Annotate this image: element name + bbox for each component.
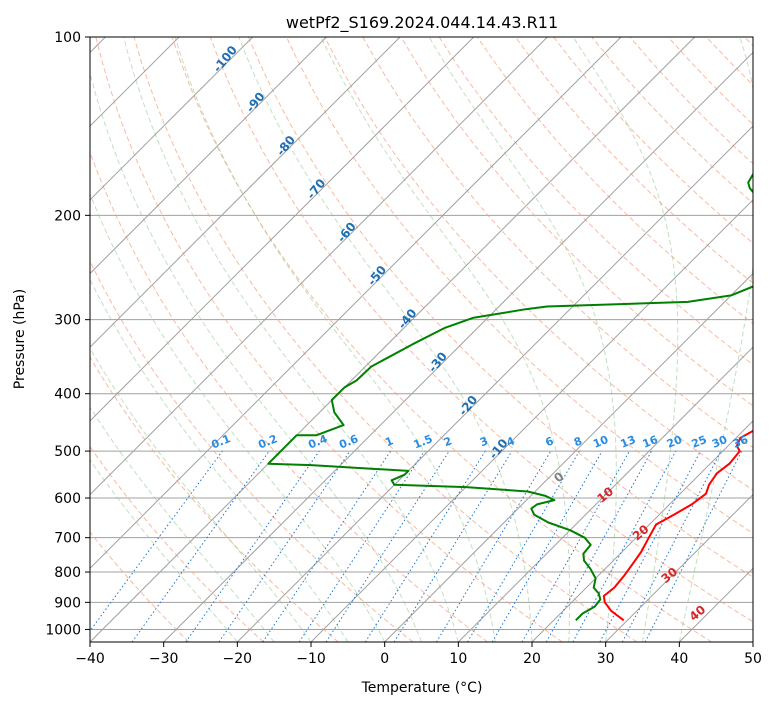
plot-area: 0.1 0.2 0.4 0.6 1 1.5 2 3 4 6 8 10 13 16 20 25 30 36-100-… bbox=[45, 30, 762, 667]
isotherm bbox=[457, 346, 753, 642]
y-tick-label: 700 bbox=[54, 531, 81, 547]
mixing-ratio-line bbox=[218, 450, 351, 642]
sounding-profiles bbox=[267, 172, 753, 622]
dry-adiabat bbox=[324, 37, 753, 491]
mixing-ratio-label: 13 bbox=[619, 433, 638, 451]
isotherm bbox=[162, 51, 753, 642]
dry-adiabat bbox=[171, 37, 712, 642]
mixing-ratio-label: 3 bbox=[478, 434, 490, 449]
x-tick-label: 20 bbox=[523, 651, 541, 667]
mixing-ratio-label: 8 bbox=[572, 434, 584, 449]
y-tick-label: 500 bbox=[54, 444, 81, 460]
dry-adiabat bbox=[90, 445, 264, 642]
isotherm bbox=[236, 125, 753, 642]
mixing-ratio-line bbox=[185, 450, 320, 642]
y-axis-ticks: 100 200 300 400 500 600 700 800 900 1000 bbox=[45, 30, 90, 638]
isotherm bbox=[90, 37, 549, 496]
dry-adiabat bbox=[90, 356, 339, 642]
y-tick-label: 400 bbox=[54, 387, 81, 403]
moist-adiabat bbox=[678, 37, 753, 642]
isotherm bbox=[90, 37, 254, 201]
plot-frame bbox=[89, 36, 754, 643]
isotherm bbox=[383, 272, 753, 642]
moist-adiabat bbox=[90, 192, 386, 642]
background-lines bbox=[90, 37, 753, 642]
mixing-ratio-line bbox=[491, 450, 603, 642]
x-axis-ticks: −40 −30 −20 −10 0 10 20 30 40 50 bbox=[75, 642, 762, 667]
dry-adiabat bbox=[90, 150, 488, 642]
moist-adiabat bbox=[90, 406, 275, 642]
x-tick-label: 40 bbox=[670, 651, 688, 667]
mixing-ratio-label: 30 bbox=[710, 433, 729, 451]
dry-adiabat bbox=[247, 37, 753, 578]
x-tick-label: −30 bbox=[149, 651, 179, 667]
x-tick-label: 10 bbox=[449, 651, 467, 667]
x-tick-label: −40 bbox=[75, 651, 105, 667]
mixing-ratio-label: 10 bbox=[591, 433, 610, 451]
isotherm bbox=[90, 37, 475, 422]
mixing-ratio-label: 2 bbox=[442, 434, 454, 449]
y-tick-label: 1000 bbox=[45, 622, 81, 638]
mixing-ratio-line bbox=[521, 450, 630, 642]
y-tick-label: 300 bbox=[54, 313, 81, 329]
mixing-ratio-line bbox=[435, 450, 552, 642]
mixing-ratio-line bbox=[393, 450, 513, 642]
dry-adiabat bbox=[400, 37, 753, 407]
dry-adiabat bbox=[438, 37, 753, 366]
y-tick-label: 200 bbox=[54, 208, 81, 224]
mixing-ratio-label: 16 bbox=[641, 433, 660, 451]
mixing-ratio-label: 36 bbox=[731, 433, 750, 451]
y-tick-label: 800 bbox=[54, 565, 81, 581]
mixing-ratio-label: 20 bbox=[665, 433, 684, 451]
temperature-profile-line bbox=[602, 429, 753, 622]
chart-title: wetPf2_S169.2024.044.14.43.R11 bbox=[286, 13, 558, 33]
moist-adiabat bbox=[572, 37, 679, 642]
moist-adiabat bbox=[238, 37, 533, 642]
moist-adiabat bbox=[428, 37, 617, 642]
isotherm bbox=[90, 37, 622, 570]
x-tick-label: 30 bbox=[597, 651, 615, 667]
isotherm bbox=[531, 420, 753, 642]
isotherm bbox=[90, 37, 696, 642]
isotherm bbox=[310, 199, 753, 642]
dry-adiabat bbox=[95, 37, 563, 642]
mixing-ratio-line bbox=[325, 450, 450, 642]
isotherm bbox=[604, 493, 753, 642]
x-tick-label: −10 bbox=[296, 651, 326, 667]
dry-adiabat bbox=[90, 531, 190, 642]
y-tick-label: 100 bbox=[54, 30, 81, 46]
moist-adiabat bbox=[123, 37, 459, 642]
y-tick-label: 600 bbox=[54, 491, 81, 507]
y-tick-label: 900 bbox=[54, 595, 81, 611]
x-axis-label: Temperature (°C) bbox=[361, 680, 483, 696]
isotherm bbox=[90, 37, 401, 348]
moist-adiabat bbox=[90, 459, 238, 642]
y-axis-label: Pressure (hPa) bbox=[12, 289, 28, 389]
mixing-ratio-label: 25 bbox=[690, 433, 709, 451]
mixing-ratio-line bbox=[364, 450, 486, 642]
x-tick-label: −20 bbox=[223, 651, 253, 667]
mixing-ratio-label: 1 bbox=[383, 434, 395, 449]
dry-adiabat bbox=[209, 37, 753, 623]
isotherm bbox=[90, 37, 328, 275]
x-tick-label: 50 bbox=[744, 651, 762, 667]
moist-adiabat bbox=[90, 278, 349, 642]
dry-adiabat bbox=[133, 37, 638, 642]
mixing-ratio-line bbox=[467, 450, 580, 642]
mixing-ratio-line bbox=[545, 450, 652, 642]
isotherm bbox=[90, 37, 180, 127]
dewpoint-profile-line bbox=[267, 172, 753, 622]
x-tick-label: 0 bbox=[380, 651, 389, 667]
